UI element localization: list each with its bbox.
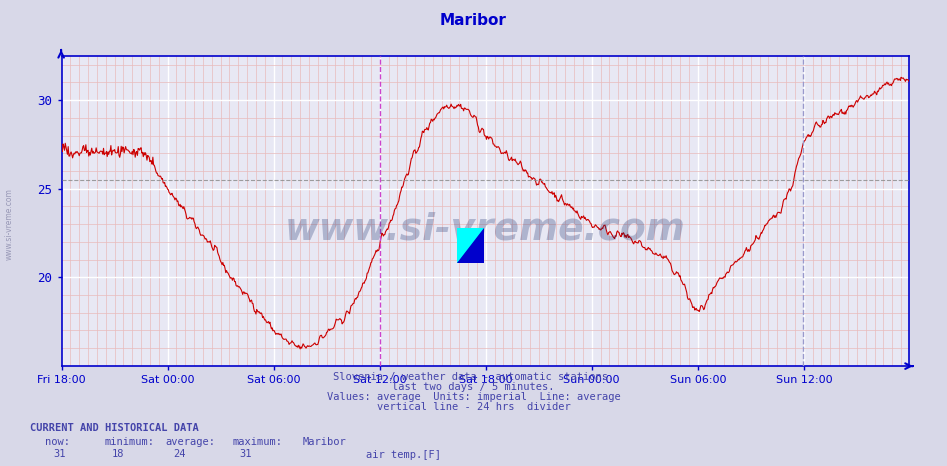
Text: www.si-vreme.com: www.si-vreme.com (285, 212, 686, 247)
Text: 31: 31 (240, 449, 252, 459)
Text: 18: 18 (112, 449, 124, 459)
Text: maximum:: maximum: (232, 437, 282, 447)
Text: 31: 31 (53, 449, 65, 459)
Text: Maribor: Maribor (303, 437, 347, 447)
Text: air temp.[F]: air temp.[F] (366, 450, 441, 460)
Bar (457, 228, 471, 246)
Text: Slovenia / weather data - automatic stations.: Slovenia / weather data - automatic stat… (333, 371, 614, 382)
Text: minimum:: minimum: (104, 437, 154, 447)
Text: CURRENT AND HISTORICAL DATA: CURRENT AND HISTORICAL DATA (30, 423, 199, 433)
Text: average:: average: (166, 437, 216, 447)
Text: now:: now: (45, 437, 70, 447)
Text: www.si-vreme.com: www.si-vreme.com (5, 188, 14, 260)
Text: 24: 24 (173, 449, 186, 459)
Text: Values: average  Units: imperial  Line: average: Values: average Units: imperial Line: av… (327, 392, 620, 402)
Text: vertical line - 24 hrs  divider: vertical line - 24 hrs divider (377, 402, 570, 412)
Text: Maribor: Maribor (440, 14, 507, 28)
Text: last two days / 5 minutes.: last two days / 5 minutes. (392, 382, 555, 392)
Polygon shape (457, 228, 484, 263)
Polygon shape (457, 228, 484, 263)
